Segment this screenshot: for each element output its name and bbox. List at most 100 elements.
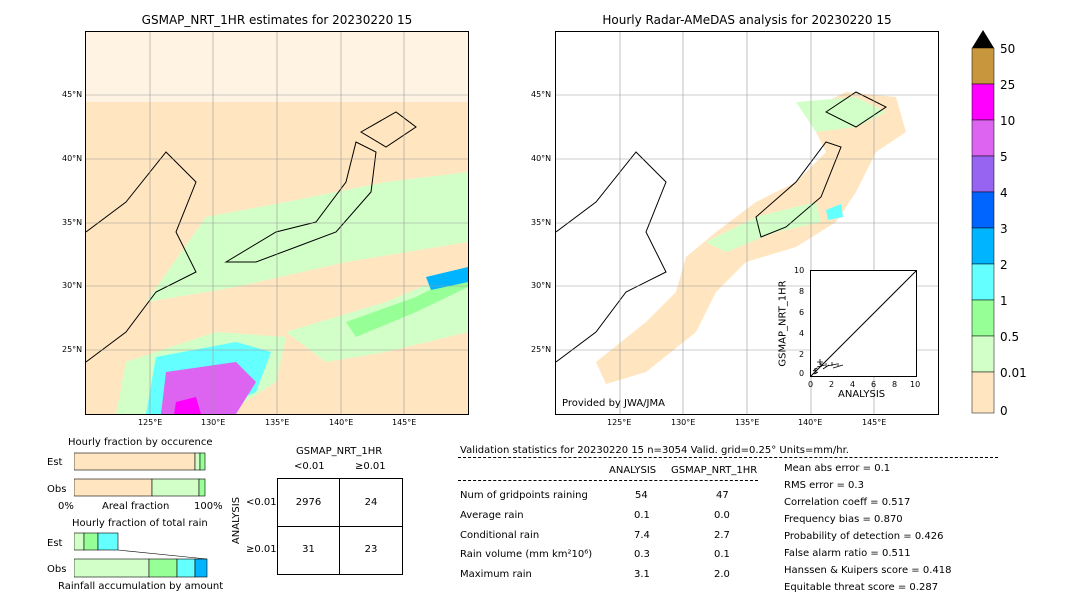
scatter-ytick-2: 2 — [799, 350, 805, 359]
contingency-table: 2976 24 31 23 — [277, 478, 403, 575]
occurrence-est-light — [194, 452, 201, 471]
scatter-xlabel: ANALYSIS — [838, 389, 886, 400]
right-map-light-rain — [706, 202, 821, 252]
colorbar-seg-25-50 — [971, 47, 995, 85]
right-lon-tick-130: 130°E — [671, 418, 696, 427]
colorbar-label-5: 5 — [1000, 150, 1008, 164]
contingency-row-ge: ≥0.01 — [246, 544, 277, 555]
occurrence-obs-moderate — [198, 478, 206, 497]
left-map-coastline-hokkaido — [360, 111, 417, 148]
left-map-light-rain — [146, 172, 468, 302]
colorbar-seg-10-25 — [971, 83, 995, 121]
scatter-svg — [810, 270, 917, 377]
left-lat-tick-25: 25°N — [62, 345, 83, 354]
colorbar-seg-05-1 — [971, 299, 995, 337]
occurrence-row-est: Est — [47, 457, 63, 468]
occurrence-axis-mid: Areal fraction — [102, 501, 170, 512]
colorbar-label-4: 4 — [1000, 186, 1008, 200]
colorbar-label-001: 0.01 — [1000, 366, 1027, 380]
scatter-ytick-0: 0 — [799, 369, 805, 378]
scatter-xtick-0: 0 — [808, 380, 814, 389]
right-lat-tick-25: 25°N — [531, 345, 552, 354]
left-lat-tick-35: 35°N — [62, 218, 83, 227]
validation-row-label-1: Average rain — [460, 510, 524, 521]
occurrence-axis-right: 100% — [194, 501, 223, 512]
colorbar-label-0: 0 — [1000, 404, 1008, 418]
contingency-side-label: ANALYSIS — [231, 496, 243, 545]
occurrence-svg — [73, 452, 206, 497]
right-lat-tick-35: 35°N — [531, 218, 552, 227]
validation-row-label-0: Num of gridpoints raining — [460, 490, 588, 501]
right-map-north-rain — [796, 97, 886, 132]
colorbar-seg-3-4 — [971, 191, 995, 229]
colorbar-seg-1-2 — [971, 263, 995, 301]
validation-row-g-0: 47 — [716, 490, 729, 501]
validation-row-a-4: 3.1 — [634, 569, 650, 580]
contingency-col-lt: <0.01 — [294, 461, 325, 472]
colorbar-seg-2-3 — [971, 227, 995, 265]
occurrence-obs-dry — [73, 478, 153, 497]
scatter-ytick-8: 8 — [799, 287, 805, 296]
validation-col-rule — [458, 480, 758, 481]
validation-row-a-3: 0.3 — [634, 549, 650, 560]
validation-row-g-2: 2.7 — [714, 530, 730, 541]
right-map-coastline-japan — [755, 141, 842, 238]
occurrence-row-obs: Obs — [47, 484, 67, 495]
colorbar-label-3: 3 — [1000, 222, 1008, 236]
scatter-xtick-2: 2 — [829, 380, 835, 389]
scatter-ytick-4: 4 — [799, 329, 805, 338]
colorbar-seg-0-001 — [971, 371, 995, 414]
occurrence-est-moderate — [199, 452, 206, 471]
validation-col-gsmap: GSMAP_NRT_1HR — [671, 465, 758, 476]
score-far: False alarm ratio = 0.511 — [784, 548, 911, 559]
colorbar-label-2: 2 — [1000, 258, 1008, 272]
amount-est-light — [73, 532, 85, 551]
occurrence-est-dry — [73, 452, 196, 471]
contingency-c22: 23 — [364, 544, 378, 555]
validation-col-analysis: ANALYSIS — [609, 465, 657, 476]
right-lon-tick-140: 140°E — [798, 418, 823, 427]
colorbar-label-05: 0.5 — [1000, 330, 1020, 344]
validation-row-a-2: 7.4 — [634, 530, 650, 541]
scatter-ylabel: GSMAP_NRT_1HR — [777, 280, 789, 367]
scatter-diagonal — [810, 270, 917, 377]
colorbar-seg-5-10 — [971, 119, 995, 157]
right-map-rain-spot — [826, 204, 843, 220]
contingency-col-ge: ≥0.01 — [355, 461, 386, 472]
right-map-coastline-continent — [556, 151, 667, 363]
right-lat-tick-40: 40°N — [531, 154, 552, 163]
left-lat-tick-30: 30°N — [62, 281, 83, 290]
left-map-coastline-continent — [86, 151, 197, 363]
validation-row-label-3: Rain volume (mm km²10⁶) — [460, 549, 593, 560]
amount-obs-heavy — [176, 558, 196, 578]
left-map-rain-band — [426, 267, 468, 290]
amount-bars — [73, 532, 208, 580]
validation-row-g-1: 0.0 — [714, 510, 730, 521]
right-map-credit: Provided by JWA/JMA — [562, 398, 665, 409]
left-lon-tick-125: 125°E — [138, 418, 163, 427]
amount-row-obs: Obs — [47, 564, 67, 575]
occurrence-bars — [73, 452, 208, 498]
amount-axis-label: Rainfall accumulation by amount — [58, 581, 224, 592]
amount-est-heavy — [97, 532, 119, 551]
contingency-row-lt: <0.01 — [246, 497, 277, 508]
score-corr: Correlation coeff = 0.517 — [784, 497, 911, 508]
scatter-xtick-4: 4 — [850, 380, 856, 389]
colorbar-extend-arrow — [972, 30, 994, 48]
score-mae: Mean abs error = 0.1 — [784, 463, 891, 474]
contingency-c12: 24 — [364, 497, 378, 508]
colorbar-label-50: 50 — [1000, 42, 1016, 56]
left-lon-tick-145: 145°E — [392, 418, 417, 427]
scatter-xtick-8: 8 — [892, 380, 898, 389]
validation-row-label-4: Maximum rain — [460, 569, 532, 580]
amount-svg — [73, 532, 208, 578]
contingency-c11: 2976 — [295, 497, 322, 508]
occurrence-axis-left: 0% — [58, 501, 74, 512]
contingency-hline — [278, 526, 402, 527]
amount-obs-moderate — [148, 558, 178, 578]
validation-row-g-3: 0.1 — [714, 549, 730, 560]
left-map-title: GSMAP_NRT_1HR estimates for 20230220 15 — [141, 13, 413, 27]
colorbar — [971, 30, 995, 414]
validation-row-g-4: 2.0 — [714, 569, 730, 580]
score-freq-bias: Frequency bias = 0.870 — [784, 514, 903, 525]
